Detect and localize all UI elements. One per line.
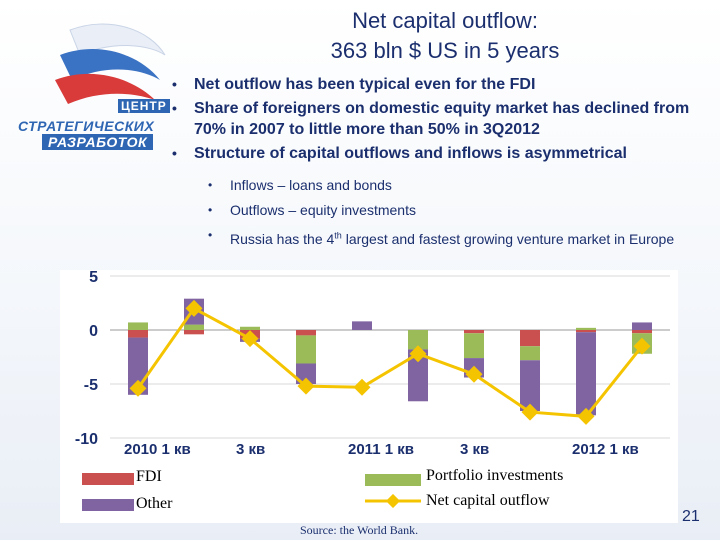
line-net-capital-outflow bbox=[136, 306, 644, 418]
bullet-text: Structure of capital outflows and inflow… bbox=[194, 145, 627, 162]
title-line1: Net capital outflow: bbox=[352, 8, 538, 33]
bar-fdi bbox=[296, 330, 316, 336]
bullet-text: Share of foreigners on domestic equity m… bbox=[194, 100, 690, 138]
bar-fdi bbox=[632, 330, 652, 334]
sub-bullet-text: Outflows – equity investments bbox=[230, 202, 416, 218]
bullet-dot-icon: • bbox=[172, 100, 177, 116]
x-tick-label: 2010 1 кв bbox=[124, 441, 191, 458]
point-net-capital-outflow bbox=[353, 378, 371, 396]
bullet-dot-icon: • bbox=[172, 76, 177, 92]
bar-portfolio-investments bbox=[464, 333, 484, 359]
flag-red-stripe bbox=[55, 73, 155, 104]
bar-fdi bbox=[520, 330, 540, 347]
sub-bullet-item: • Inflows – loans and bonds bbox=[208, 176, 708, 194]
logo-center-text: ЦЕНТР bbox=[118, 99, 170, 113]
bar-fdi bbox=[128, 330, 148, 338]
legend-label-portfolio: Portfolio investments bbox=[426, 467, 564, 484]
bullet-dot-icon: • bbox=[172, 145, 177, 161]
bar-other bbox=[296, 363, 316, 384]
bullet-item: • Share of foreigners on domestic equity … bbox=[170, 98, 715, 140]
bar-portfolio-investments bbox=[576, 327, 596, 330]
bar-portfolio-investments bbox=[128, 322, 148, 330]
bar-other bbox=[352, 321, 372, 330]
sub-bullet-text: Russia has the 4th largest and fastest g… bbox=[230, 230, 675, 247]
logo-brand-line1: СТРАТЕГИЧЕСКИХ bbox=[18, 118, 155, 134]
flag-blue-stripe bbox=[60, 49, 160, 80]
point-net-capital-outflow bbox=[521, 403, 539, 421]
y-tick-label: -10 bbox=[75, 431, 98, 448]
logo-brand-line2: РАЗРАБОТОК bbox=[42, 134, 154, 150]
bar-other bbox=[576, 332, 596, 416]
point-net-capital-outflow bbox=[577, 407, 595, 425]
bullet-dot-icon: • bbox=[208, 178, 213, 192]
point-net-capital-outflow bbox=[241, 330, 259, 348]
chart-panel: 5 0 -5 -10 2010 1 кв 3 кв 2011 1 кв 3 кв 2012 1 … bbox=[60, 269, 678, 523]
bar-portfolio-investments bbox=[184, 324, 204, 330]
x-tick-label: 2012 1 кв bbox=[572, 441, 639, 458]
sub-bullet-list: • Inflows – loans and bonds • Outflows – e… bbox=[208, 176, 708, 255]
sub-bullet-text: Inflows – loans and bonds bbox=[230, 177, 392, 193]
legend-swatch-fdi bbox=[82, 473, 134, 485]
sub-bullet-item: • Outflows – equity investments bbox=[208, 201, 708, 219]
legend-swatch-other bbox=[82, 499, 134, 511]
bar-portfolio-investments bbox=[408, 330, 428, 350]
legend-label-fdi: FDI bbox=[136, 468, 162, 485]
bar-portfolio-investments bbox=[296, 335, 316, 364]
bar-other bbox=[632, 322, 652, 330]
logo bbox=[55, 23, 166, 104]
x-tick-label: 3 кв bbox=[236, 441, 265, 458]
bar-fdi bbox=[184, 330, 204, 335]
bullet-item: • Structure of capital outflows and inflo… bbox=[170, 143, 715, 164]
legend-swatch-portfolio bbox=[365, 474, 421, 486]
bar-fdi bbox=[464, 330, 484, 334]
page-title: Net capital outflow: 363 bln $ US in 5 y… bbox=[240, 6, 650, 66]
x-tick-label: 3 кв bbox=[460, 441, 489, 458]
source-note: Source: the World Bank. bbox=[300, 523, 419, 537]
bar-portfolio-investments bbox=[520, 346, 540, 361]
x-tick-label: 2011 1 кв bbox=[348, 441, 414, 458]
capital-flows-chart: 5 0 -5 -10 2010 1 кв 3 кв 2011 1 кв 3 кв 2012 1 … bbox=[75, 269, 670, 458]
legend-swatch-net-outflow bbox=[365, 494, 421, 508]
bar-portfolio-investments bbox=[240, 326, 260, 330]
page-number: 21 bbox=[682, 508, 700, 525]
point-net-capital-outflow bbox=[633, 337, 651, 355]
title-line2: 363 bln $ US in 5 years bbox=[330, 38, 560, 63]
legend-label-other: Other bbox=[136, 495, 173, 512]
bar-other bbox=[520, 360, 540, 411]
sub-bullet-item: • Russia has the 4th largest and fastest … bbox=[208, 226, 708, 248]
bullet-item: • Net outflow has been typical even for t… bbox=[170, 74, 715, 95]
y-tick-label: 5 bbox=[89, 270, 98, 286]
y-tick-label: 0 bbox=[89, 323, 98, 340]
bar-fdi bbox=[576, 330, 596, 333]
bullet-dot-icon: • bbox=[208, 203, 213, 217]
y-tick-label: -5 bbox=[84, 377, 98, 394]
legend-label-net-outflow: Net capital outflow bbox=[426, 492, 550, 509]
flag-white-stripe bbox=[69, 23, 166, 56]
bar-other bbox=[408, 349, 428, 402]
bullet-text: Net outflow has been typical even for th… bbox=[194, 76, 536, 93]
bullet-list: • Net outflow has been typical even for t… bbox=[170, 74, 715, 167]
bullet-dot-icon: • bbox=[208, 228, 213, 242]
